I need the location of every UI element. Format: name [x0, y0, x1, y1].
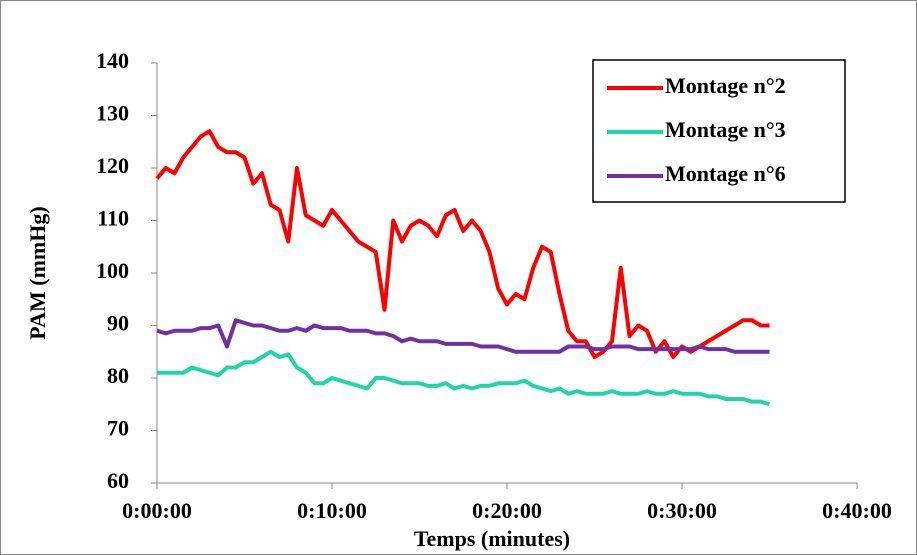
y-tick-label: 80	[107, 363, 129, 388]
y-tick-label: 130	[96, 101, 129, 126]
y-tick-label: 110	[97, 206, 129, 231]
legend-label: Montage n°3	[665, 117, 786, 142]
legend-label: Montage n°6	[665, 161, 786, 186]
line-series	[157, 349, 771, 407]
x-tick-label: 0:30:00	[647, 498, 717, 523]
x-tick-label: 0:20:00	[472, 498, 542, 523]
y-tick-label: 90	[107, 311, 129, 336]
x-tick-label: 0:00:00	[122, 498, 192, 523]
x-tick-label: 0:40:00	[822, 498, 892, 523]
line-series	[155, 129, 770, 359]
legend-label: Montage n°2	[665, 73, 786, 98]
y-tick-label: 70	[107, 416, 129, 441]
line-series	[156, 318, 770, 354]
y-tick-label: 140	[96, 48, 129, 73]
y-axis-label: PAM (mmHg)	[25, 206, 50, 339]
y-tick-label: 100	[96, 258, 129, 283]
x-tick-label: 0:10:00	[297, 498, 367, 523]
y-tick-label: 60	[107, 468, 129, 493]
y-tick-label: 120	[96, 153, 129, 178]
x-axis-label: Temps (minutes)	[414, 526, 570, 551]
